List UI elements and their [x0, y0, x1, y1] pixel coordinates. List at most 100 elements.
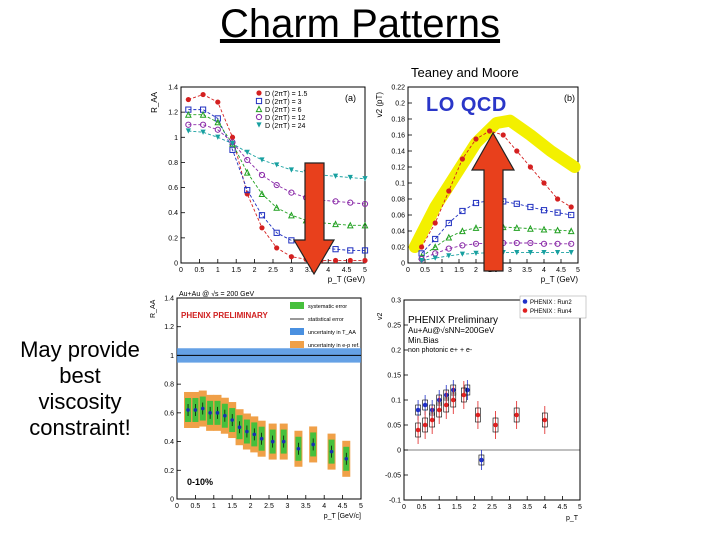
panel-a-data-point — [214, 118, 222, 126]
panel-d-y-tick-label: 0.3 — [391, 298, 401, 305]
panel-b-y-tick-label: 0.12 — [391, 165, 405, 172]
panel-a-data-point — [274, 245, 280, 251]
panel-c-x-tick-label: 0.5 — [191, 503, 201, 510]
panel-b-data-point — [554, 209, 561, 216]
panel-a-legend-entry: D (2πT) = 12 — [265, 115, 306, 122]
panel-b-data-point — [459, 251, 465, 257]
panel-c-y-tick-label: 1.2 — [164, 324, 174, 331]
panel-a-data-point — [273, 181, 280, 189]
panel-a-legend-entry: D (2πT) = 6 — [265, 107, 302, 114]
panel-d-data-point — [461, 392, 467, 398]
panel-d-sys-box — [429, 412, 435, 428]
panel-b-data-point — [567, 227, 575, 235]
panel-b-y-tick-label: 0.06 — [391, 213, 405, 220]
panel-d-data-point — [429, 417, 435, 423]
panel-b-data-point — [446, 253, 452, 259]
panel-b-data-point — [500, 132, 506, 138]
panel-d-data-point — [493, 422, 498, 428]
panel-a-data-point — [243, 168, 251, 176]
panel-d-data-point — [479, 457, 484, 463]
panel-a-legend-marker — [255, 105, 263, 113]
panel-a-data-point — [287, 211, 295, 219]
panel-c-data-point — [223, 413, 227, 418]
panel-d-y-tick-label: 0.2 — [391, 348, 401, 355]
lo-qcd-label: LO QCD — [426, 94, 507, 116]
panel-d-y-axis-label: v2 — [377, 313, 384, 321]
panel-a-y-tick-label: 0 — [174, 261, 178, 268]
panel-a-data-point — [214, 126, 221, 133]
panel-b-data-point — [541, 250, 547, 256]
panel-b-x-tick-label: 2 — [474, 267, 478, 274]
panel-a-data-point — [318, 257, 324, 264]
panel-d-x-tick-label: 0.5 — [417, 504, 427, 511]
panel-b-data-point — [445, 233, 453, 241]
panel-c-x-tick-label: 0 — [175, 503, 179, 510]
panel-a-x-tick-label: 3 — [289, 267, 293, 274]
panel-b-lo-qcd-band — [408, 114, 581, 253]
panel-b-data-point — [514, 148, 520, 154]
panel-d-x-tick-label: 3 — [508, 504, 512, 511]
panel-b-data-point — [527, 164, 533, 170]
panel-a-x-tick-label: 3.5 — [305, 267, 315, 274]
chart-panel-c: 0 0.5 1 1.5 2 2.5 3 3.5 4 4.5 5 0 0.2 0.4 0.6 0.8 1 1.2 1.… — [150, 290, 363, 520]
panel-d-sys-box — [542, 412, 548, 428]
panel-a-data-point — [200, 91, 206, 98]
panel-c-data-point — [208, 411, 212, 415]
panel-a-legend-entry: D (2πT) = 24 — [265, 123, 306, 130]
panel-d-data-point — [450, 397, 456, 403]
panel-c-data-point — [329, 449, 334, 454]
panel-d-legend-entry: PHENIX : Run4 — [530, 309, 572, 315]
panel-b-data-point — [541, 180, 547, 186]
panel-c-data-point — [200, 406, 205, 411]
panel-b-data-point — [445, 245, 452, 252]
panel-c-y-tick-label: 0.8 — [164, 382, 174, 389]
panel-a-data-point — [258, 212, 266, 219]
panel-c-x-tick-label: 2.5 — [264, 503, 274, 510]
panel-d-sys-box — [475, 407, 481, 423]
panel-d-x-tick-label: 1.5 — [452, 504, 462, 511]
panel-c-header: Au+Au @ √s = 200 GeV — [179, 290, 254, 298]
panel-d-data-point — [475, 412, 481, 418]
panel-c-x-tick-label: 4 — [322, 503, 326, 510]
panel-c-legend-swatch — [290, 302, 304, 309]
panel-d-y-tick-label: 0.25 — [387, 323, 401, 330]
panel-c-data-point — [252, 432, 257, 437]
panel-a-y-tick-label: 0.6 — [168, 185, 178, 192]
panel-c-x-tick-label: 5 — [359, 503, 363, 510]
panel-d-preliminary-label: PHENIX Preliminary — [408, 315, 498, 326]
panel-c-data-point — [344, 457, 349, 461]
panel-a-x-axis-label: p_T (GeV) — [328, 275, 366, 284]
panel-a-data-point — [361, 200, 369, 208]
panel-c-data-point — [245, 429, 249, 434]
panel-a-data-point — [184, 110, 192, 118]
panel-b-data-point — [555, 250, 561, 256]
panel-b-data-point — [446, 188, 452, 194]
panel-a-data-point — [346, 221, 354, 229]
panel-a-data-point — [229, 140, 236, 147]
panel-b-y-tick-label: 0.18 — [391, 117, 405, 124]
credit-text: Teaney and Moore — [411, 65, 519, 80]
panel-a-legend-entry: D (2πT) = 1.5 — [265, 91, 307, 98]
panel-b-data-point — [568, 204, 574, 210]
panel-a-data-point — [244, 186, 251, 194]
panel-b-data-point — [554, 240, 561, 247]
panel-d-sys-box — [492, 417, 499, 433]
panel-b-x-axis-label: p_T (GeV) — [541, 275, 579, 284]
panel-a-x-tick-label: 4.5 — [342, 267, 352, 274]
chart-panel-d: 0 0.5 1 1.5 2 2.5 3 3.5 4 4.5 5 -0.1 -0.05 0 0.05 0.1 0.… — [377, 295, 587, 522]
panel-a-x-tick-label: 1.5 — [231, 267, 241, 274]
panel-d-y-tick-label: -0.1 — [389, 498, 401, 505]
panel-a-x-tick-label: 2 — [253, 267, 257, 274]
panel-d-header: Au+Au@√sNN=200GeV — [408, 326, 495, 335]
panel-a-data-point — [288, 167, 294, 173]
panel-c-data-point — [193, 408, 198, 412]
panel-d-x-tick-label: 5 — [578, 504, 582, 511]
panel-d-legend-box — [519, 295, 587, 319]
panel-d-data-point — [443, 402, 449, 408]
panel-b-data-point — [432, 235, 439, 243]
panel-a-data-point — [214, 115, 221, 122]
panel-b-data-point — [419, 258, 425, 264]
panel-c-data-point — [230, 418, 234, 422]
panel-b-tag: (b) — [564, 93, 575, 103]
panel-d-sys-box — [443, 397, 450, 413]
